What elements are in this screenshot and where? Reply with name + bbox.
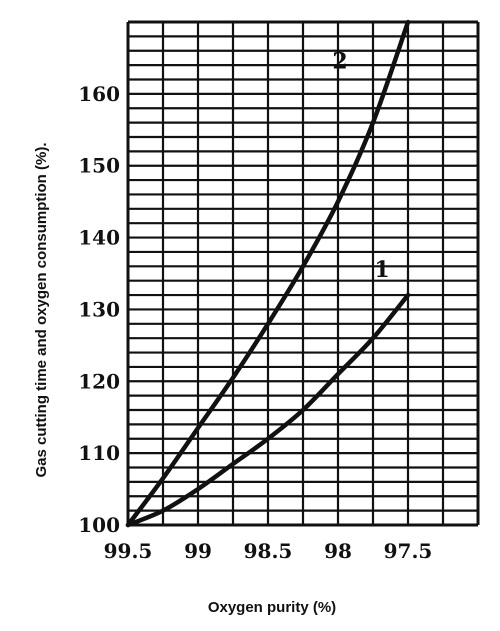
grid	[126, 20, 480, 527]
y-tick-label: 150	[78, 154, 120, 178]
series: 12	[125, 19, 411, 528]
series-label-2: 2	[332, 49, 347, 75]
x-tick-label: 97.5	[384, 539, 433, 563]
y-tick-label: 120	[78, 369, 120, 393]
x-tick-label: 99	[184, 539, 212, 563]
y-tick-label: 130	[78, 297, 120, 321]
y-axis-ticks: 100 110 120 130 140 150 160	[78, 82, 120, 537]
y-tick-label: 140	[78, 226, 120, 250]
y-axis-label: Gas cutting time and oxygen consumption …	[33, 142, 50, 477]
x-axis-ticks: 99.5 99 98.5 98 97.5	[104, 539, 433, 563]
y-tick-label: 100	[78, 513, 120, 537]
series-line-2	[125, 19, 411, 528]
y-tick-label: 160	[78, 82, 120, 106]
x-tick-label: 99.5	[104, 539, 153, 563]
x-tick-label: 98.5	[244, 539, 293, 563]
series-label-1: 1	[374, 257, 389, 283]
x-axis-label: Oxygen purity (%)	[208, 599, 336, 616]
x-tick-label: 98	[324, 539, 352, 563]
y-tick-label: 110	[78, 441, 120, 465]
series-line-1	[125, 292, 411, 528]
